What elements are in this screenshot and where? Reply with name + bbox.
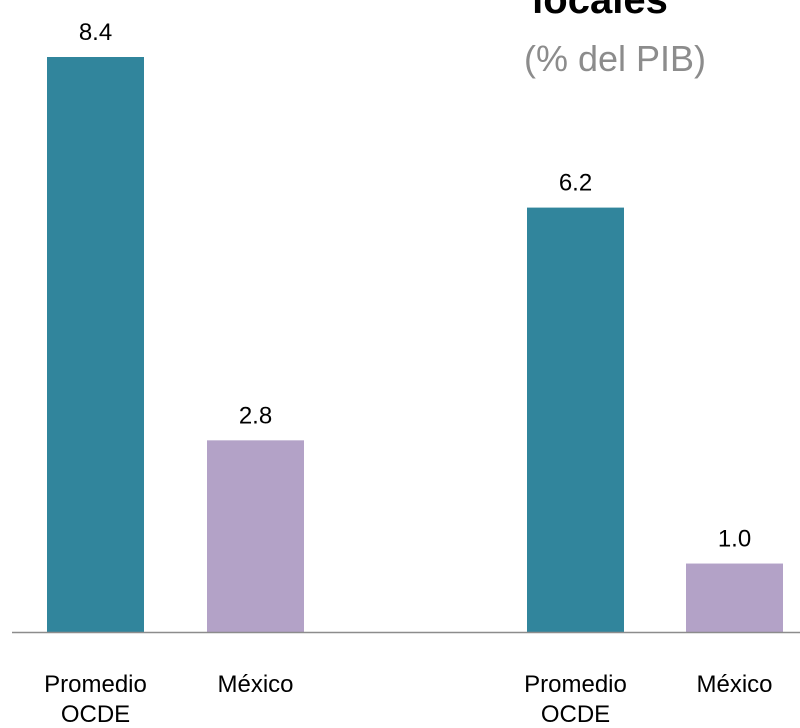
bar-promedio-ocde-group2 — [527, 207, 624, 632]
bar-m-xico-group2 — [686, 563, 783, 632]
category-label: México — [217, 671, 293, 698]
data-label: 1.0 — [718, 526, 751, 553]
chart-title-fragment: locales — [532, 0, 668, 22]
data-label: 2.8 — [239, 402, 272, 429]
bar-promedio-ocde-group1 — [47, 57, 144, 632]
data-label: 8.4 — [79, 19, 112, 46]
chart-subtitle: (% del PIB) — [523, 38, 707, 79]
data-label: 6.2 — [559, 170, 592, 197]
category-label: México — [696, 671, 772, 698]
category-label: Promedio OCDE — [524, 671, 627, 728]
bar-m-xico-group1 — [207, 440, 304, 632]
category-label: Promedio OCDE — [44, 671, 147, 728]
